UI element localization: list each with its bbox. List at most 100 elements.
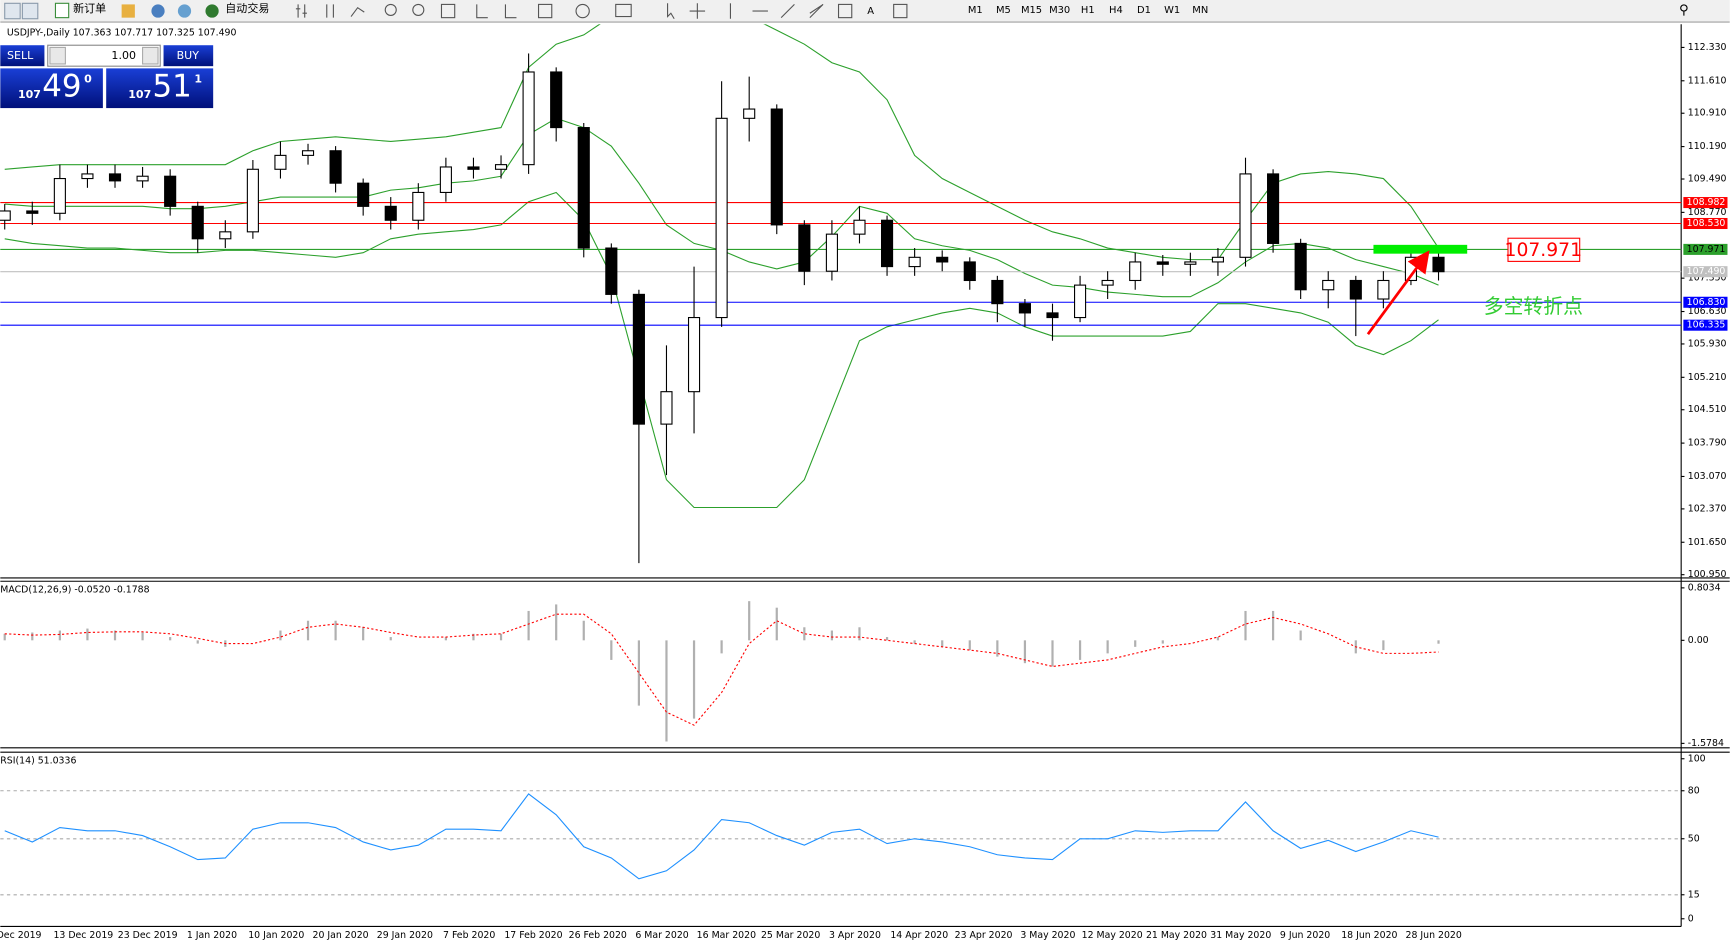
timeframe-button[interactable]: H4	[1109, 5, 1123, 16]
tool-icons	[295, 3, 908, 20]
y-tick-label: 100.950	[1688, 569, 1727, 580]
trendline-tool[interactable]	[780, 4, 795, 19]
y-tick-label: 110.910	[1688, 108, 1727, 119]
bid-box[interactable]	[0, 68, 103, 109]
price-level-label: 107.490	[1687, 266, 1726, 277]
candle-body	[1322, 279, 1335, 291]
y-tick-label: 107.350	[1688, 273, 1727, 284]
y-tick-label: 106.630	[1688, 306, 1727, 317]
timeframe-button[interactable]: M5	[996, 5, 1011, 16]
panel-title: RSI(14) 51.0336	[0, 756, 76, 767]
x-tick-label: 16 Mar 2020	[697, 930, 756, 941]
lots-input[interactable]	[47, 44, 161, 67]
price-level-tag	[1683, 197, 1728, 209]
text-tool[interactable]: A	[867, 6, 874, 17]
tile-tool[interactable]	[440, 3, 456, 19]
price-level-label: 107.971	[1687, 244, 1726, 255]
timeframe-button[interactable]: M1	[968, 5, 983, 16]
x-tick-label: 21 May 2020	[1146, 930, 1207, 941]
timeframe-button[interactable]: M15	[1021, 5, 1042, 16]
price-level-label: 106.335	[1687, 320, 1726, 331]
candle-body	[439, 166, 452, 194]
tool-icon[interactable]	[4, 2, 21, 20]
candle-body	[853, 219, 866, 235]
ask-box[interactable]	[106, 68, 214, 109]
x-tick-label: 31 May 2020	[1210, 930, 1271, 941]
candle-body	[963, 261, 976, 282]
x-tick-label: 3 Apr 2020	[829, 930, 881, 941]
candle-body	[246, 168, 259, 233]
line-tool[interactable]	[350, 6, 365, 17]
candle-body	[687, 316, 701, 393]
sell-button[interactable]	[0, 45, 45, 67]
annotation-box	[1507, 237, 1581, 262]
cursor-tool[interactable]	[667, 3, 675, 20]
candle-body	[522, 71, 535, 166]
auto-trade-icon[interactable]	[205, 4, 219, 18]
label-tool[interactable]	[893, 3, 908, 19]
zoom-in[interactable]	[384, 3, 397, 16]
bar-chart-tool[interactable]	[295, 4, 307, 18]
candle-body	[825, 233, 838, 272]
x-tick-label: 28 Jun 2020	[1406, 930, 1462, 941]
candle-body	[164, 175, 177, 207]
y-tick-label: 108.770	[1688, 207, 1727, 218]
shift-tool[interactable]	[504, 4, 517, 19]
search-icon[interactable]: ⚲	[1679, 3, 1689, 18]
y-tick-label: 105.930	[1688, 338, 1727, 349]
timeframe-button[interactable]: MN	[1192, 5, 1208, 16]
tool-icon[interactable]	[151, 4, 165, 18]
annotation: 多空转折点	[1484, 295, 1583, 318]
scroll-tool[interactable]	[476, 4, 488, 19]
candle-body	[412, 191, 425, 221]
timeframes: M1 M5 M15 M30 H1 H4 D1 W1 MN	[968, 5, 1208, 16]
x-tick-label: 20 Jan 2020	[313, 930, 369, 941]
fibo-tool[interactable]	[837, 3, 853, 19]
lots-down[interactable]	[49, 46, 66, 65]
tool-icon[interactable]	[121, 4, 135, 18]
price-level-tag	[1683, 319, 1728, 331]
timeframe-button[interactable]: D1	[1137, 5, 1151, 16]
bid-frac: 0	[84, 72, 92, 85]
candle-body	[1432, 256, 1445, 273]
y-tick-label: -1.5784	[1688, 738, 1724, 749]
buy-button[interactable]	[163, 45, 214, 67]
new-order-button[interactable]: 新订单	[73, 1, 106, 15]
templates[interactable]	[615, 3, 632, 18]
x-tick-label: 25 Mar 2020	[761, 930, 820, 941]
candle-body	[715, 117, 728, 319]
zoom-out[interactable]	[412, 3, 425, 16]
candle-tool[interactable]	[326, 4, 334, 18]
candle-body	[0, 210, 11, 221]
tool-icon[interactable]	[21, 2, 39, 20]
x-tick-label: 9 Jun 2020	[1280, 930, 1330, 941]
auto-trade-button[interactable]: 自动交易	[225, 1, 269, 15]
ask-big: 107	[128, 88, 151, 101]
tool-icon[interactable]	[177, 4, 192, 18]
y-tick-label: 105.210	[1688, 372, 1727, 383]
candle-body	[1074, 284, 1087, 319]
candle-body	[1101, 279, 1114, 286]
channel-tool[interactable]	[809, 3, 824, 19]
y-tick-label: 109.490	[1688, 174, 1727, 185]
candle-body	[936, 256, 949, 263]
indicators[interactable]	[537, 3, 553, 19]
lots-up[interactable]	[142, 46, 159, 65]
y-tick-label: 101.650	[1688, 537, 1727, 548]
timeframe-button[interactable]: W1	[1164, 5, 1180, 16]
periods[interactable]	[575, 3, 590, 19]
crosshair-tool[interactable]	[689, 3, 706, 19]
candle-body	[1018, 303, 1031, 314]
timeframe-button[interactable]: M30	[1049, 5, 1070, 16]
marker-bar	[1373, 244, 1468, 254]
lots-value[interactable]: 1.00	[111, 49, 136, 62]
sell-label[interactable]: SELL	[7, 49, 34, 62]
timeframe-button[interactable]: H1	[1081, 5, 1095, 16]
new-order-icon[interactable]	[54, 2, 70, 19]
y-tick-label: 50	[1688, 833, 1700, 844]
band-lower	[4, 191, 1439, 509]
x-tick-label: 26 Feb 2020	[569, 930, 627, 941]
candle-body	[1156, 261, 1169, 265]
buy-label[interactable]: BUY	[177, 49, 200, 62]
